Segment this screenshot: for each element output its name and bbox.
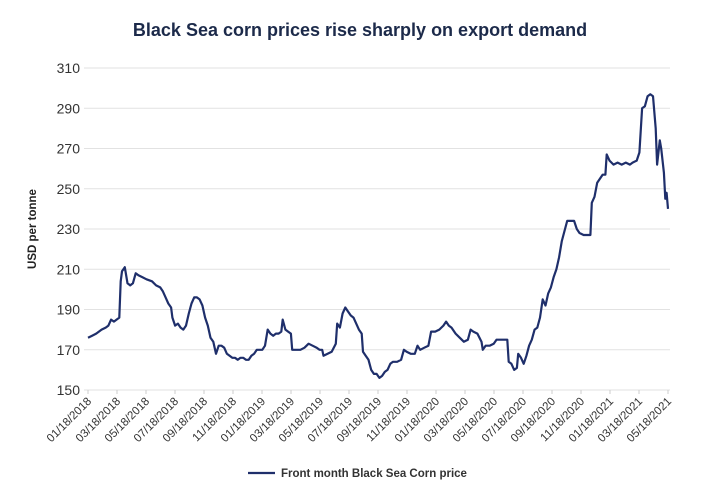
gridlines bbox=[84, 67, 670, 391]
chart-title: Black Sea corn prices rise sharply on ex… bbox=[132, 20, 588, 40]
legend: Front month Black Sea Corn price bbox=[248, 468, 467, 480]
y-axis-title: USD per tonne bbox=[27, 189, 39, 269]
series-line-front-month-price bbox=[87, 93, 670, 379]
y-tick-label: 210 bbox=[57, 261, 81, 277]
legend-label: Front month Black Sea Corn price bbox=[281, 468, 467, 480]
y-tick-label: 310 bbox=[57, 60, 81, 76]
y-tick-label: 250 bbox=[57, 181, 81, 197]
y-tick-label: 230 bbox=[57, 221, 81, 237]
y-axis-ticks: 150 170 190 210 230 250 270 290 310 bbox=[57, 60, 81, 398]
y-tick-label: 170 bbox=[57, 342, 81, 358]
y-tick-label: 290 bbox=[57, 100, 81, 116]
y-tick-label: 190 bbox=[57, 302, 81, 318]
x-axis-ticks: 01/18/201803/18/201805/18/201807/18/2018… bbox=[45, 390, 674, 445]
y-tick-label: 150 bbox=[57, 382, 81, 398]
y-tick-label: 270 bbox=[57, 141, 81, 157]
